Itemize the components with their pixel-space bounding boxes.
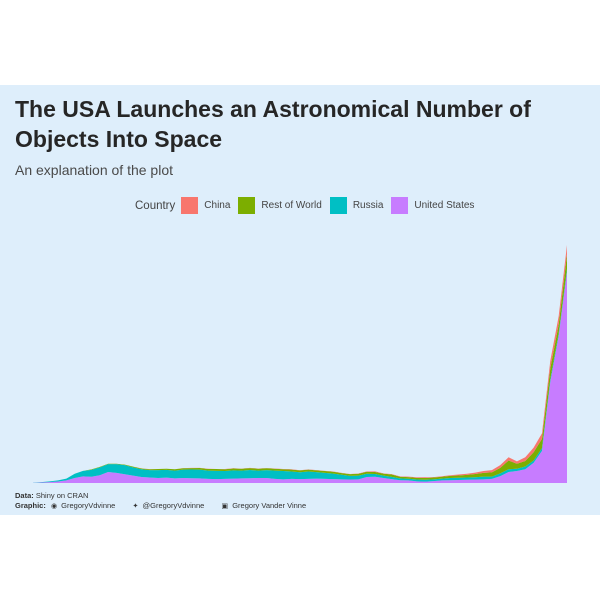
area-series-russia xyxy=(33,268,567,483)
chart-subtitle: An explanation of the plot xyxy=(15,162,174,178)
area-series-united-states xyxy=(33,271,567,483)
caption-data-text: Shiny on CRAN xyxy=(35,491,89,500)
caption-data-label: Data: xyxy=(15,491,34,500)
area-chart xyxy=(33,245,567,483)
legend-item-rest-of-world: Rest of World xyxy=(238,197,322,214)
area-series-china xyxy=(33,245,567,483)
caption-data-line: Data: Shiny on CRAN xyxy=(15,491,306,501)
linkedin-icon: ▣ xyxy=(221,503,229,510)
caption: Data: Shiny on CRAN Graphic: ◉ GregoryVd… xyxy=(15,491,306,512)
caption-graphic-label: Graphic: xyxy=(15,501,46,510)
legend-title: Country xyxy=(135,199,176,212)
caption-github: GregoryVdvinne xyxy=(61,501,116,510)
area-series-rest-of-world xyxy=(33,254,567,483)
caption-twitter: @GregoryVdvinne xyxy=(142,501,205,510)
legend-item-united-states: United States xyxy=(391,197,474,214)
twitter-icon: ✦ xyxy=(132,503,139,510)
chart-panel: The USA Launches an Astronomical Number … xyxy=(0,85,600,515)
github-icon: ◉ xyxy=(50,503,58,510)
legend-label-united-states: United States xyxy=(414,200,475,211)
legend-item-russia: Russia xyxy=(329,197,384,214)
legend-swatch-rest-of-world xyxy=(238,197,256,214)
legend-label-rest-of-world: Rest of World xyxy=(261,200,322,211)
legend-swatch-china xyxy=(181,197,199,214)
chart-title: The USA Launches an Astronomical Number … xyxy=(15,96,531,152)
legend-label-china: China xyxy=(204,200,231,211)
legend: Country China Rest of World Russia Unite… xyxy=(135,197,482,214)
legend-label-russia: Russia xyxy=(352,200,384,211)
legend-swatch-united-states xyxy=(391,197,409,214)
legend-swatch-russia xyxy=(329,197,347,214)
caption-linkedin: Gregory Vander Vinne xyxy=(232,501,307,510)
caption-graphic-line: Graphic: ◉ GregoryVdvinne ✦ @GregoryVdvi… xyxy=(15,501,306,512)
legend-item-china: China xyxy=(181,197,230,214)
